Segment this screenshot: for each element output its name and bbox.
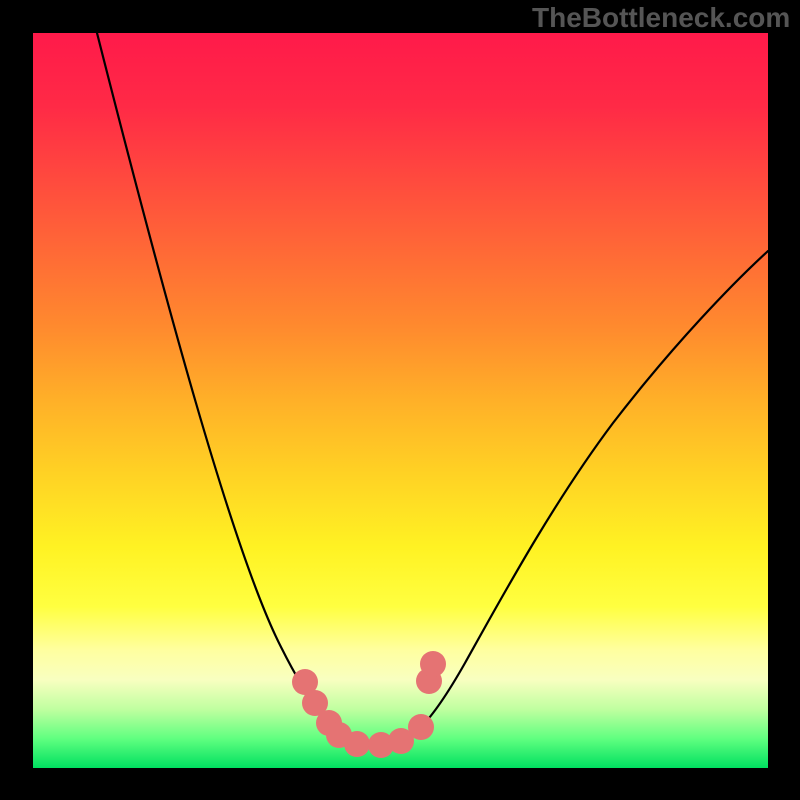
data-markers [292, 651, 446, 758]
data-marker [420, 651, 446, 677]
data-marker [344, 731, 370, 757]
curve-left-branch [97, 33, 339, 733]
data-marker [408, 714, 434, 740]
curve-right-branch [421, 251, 768, 727]
plot-area [33, 33, 768, 768]
bottleneck-curve [97, 33, 768, 746]
watermark-text: TheBottleneck.com [532, 2, 790, 34]
chart-container: TheBottleneck.com [0, 0, 800, 800]
curve-overlay [33, 33, 768, 768]
